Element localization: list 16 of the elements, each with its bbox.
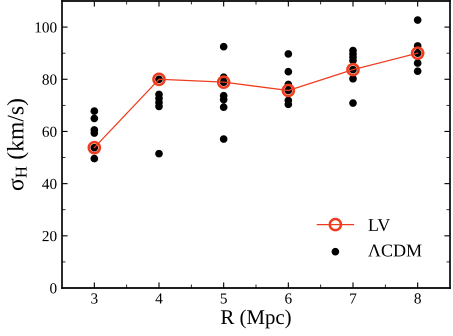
x-tick-label: 5 [220, 293, 227, 304]
x-axis-title: R (Mpc) [221, 309, 291, 328]
x-tick-label: 8 [414, 293, 421, 304]
y-tick-label: 0 [50, 283, 57, 294]
y-axis-title: σ$_{H}$ (km/s) [6, 99, 28, 190]
y-tick-label: 100 [36, 22, 57, 33]
x-tick-label: 7 [350, 293, 356, 304]
x-tick-label: 3 [91, 293, 98, 304]
legend-label: ΛCDM [368, 244, 422, 257]
y-tick-label: 80 [42, 74, 57, 85]
y-tick-label: 20 [42, 230, 57, 242]
x-tick-label: 6 [285, 293, 292, 304]
x-tick-label: 4 [155, 293, 163, 304]
y-tick-label: 40 [42, 178, 57, 190]
y-tick-label: 60 [42, 126, 57, 137]
legend-label: LV [368, 219, 390, 232]
